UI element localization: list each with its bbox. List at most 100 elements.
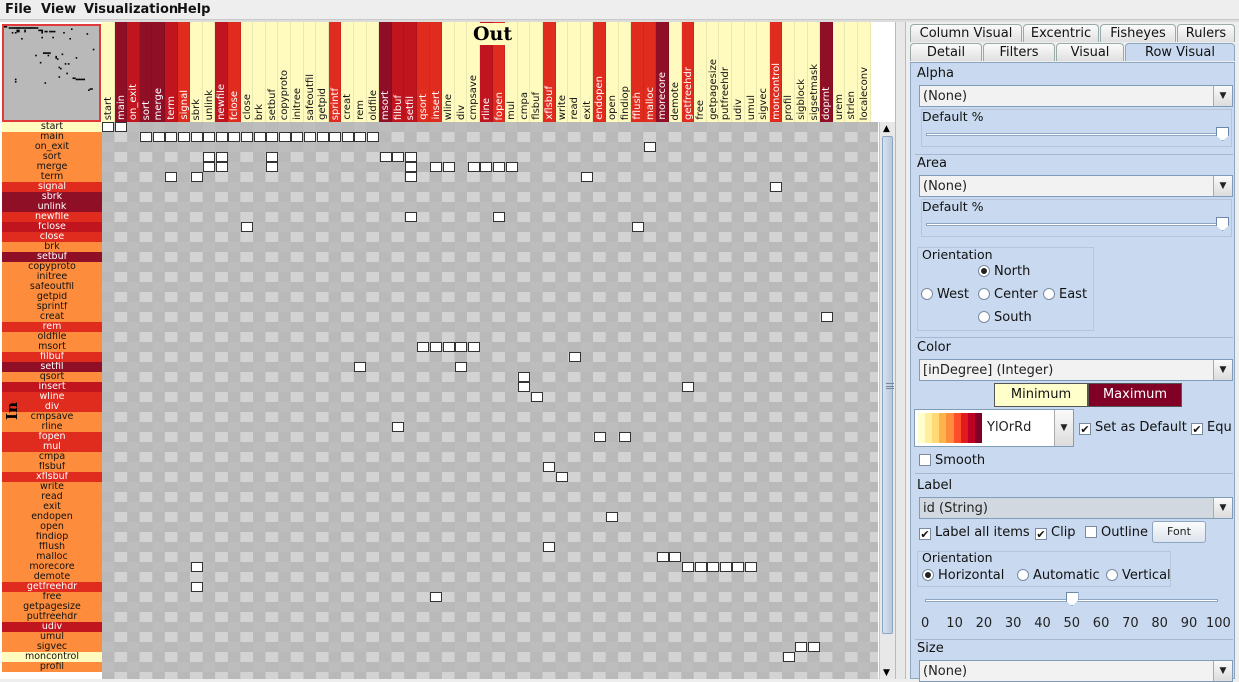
center-radio[interactable]: Center bbox=[978, 287, 1038, 302]
matrix-edge-cell[interactable] bbox=[392, 422, 405, 432]
row-header-cell[interactable]: sigvec bbox=[2, 642, 102, 652]
area-default-slider-knob[interactable] bbox=[1216, 217, 1229, 231]
matrix-edge-cell[interactable] bbox=[442, 162, 455, 172]
column-header-cell[interactable]: doprnt bbox=[820, 22, 833, 122]
matrix-edge-cell[interactable] bbox=[253, 132, 266, 142]
matrix-edge-cell[interactable] bbox=[266, 132, 279, 142]
palette-select[interactable]: YlOrRd ▼ bbox=[914, 409, 1074, 447]
equal-checkbox[interactable]: ✔ Equ bbox=[1191, 420, 1232, 435]
matrix-edge-cell[interactable] bbox=[455, 342, 468, 352]
tab-excentric[interactable]: Excentric bbox=[1023, 24, 1099, 42]
column-header-cell[interactable]: on_exit bbox=[127, 22, 140, 122]
row-header-cell[interactable]: flsbuf bbox=[2, 462, 102, 472]
matrix-edge-cell[interactable] bbox=[190, 172, 203, 182]
column-header-cell[interactable]: filbuf bbox=[391, 22, 405, 122]
column-header-cell[interactable]: sort bbox=[139, 22, 153, 122]
column-header-cell[interactable]: close bbox=[240, 22, 254, 122]
clip-checkbox[interactable]: ✔ Clip bbox=[1035, 525, 1076, 540]
matrix-edge-cell[interactable] bbox=[442, 342, 455, 352]
row-header-cell[interactable]: malloc bbox=[2, 552, 102, 562]
matrix-edge-cell[interactable] bbox=[215, 162, 228, 172]
row-header-cell[interactable]: initree bbox=[2, 272, 102, 282]
column-header-cell[interactable]: msort bbox=[379, 22, 392, 122]
row-header-cell[interactable]: newfile bbox=[2, 212, 102, 222]
column-header-cell[interactable]: getpid bbox=[316, 22, 329, 122]
outline-checkbox[interactable]: Outline bbox=[1085, 525, 1148, 540]
row-header-cell[interactable]: fflush bbox=[2, 542, 102, 552]
tab-filters[interactable]: Filters bbox=[983, 43, 1055, 61]
matrix-edge-cell[interactable] bbox=[203, 152, 216, 162]
alpha-default-slider-knob[interactable] bbox=[1216, 127, 1229, 141]
column-header-cell[interactable]: endopen bbox=[593, 22, 606, 122]
matrix-edge-cell[interactable] bbox=[404, 212, 417, 222]
matrix-edge-cell[interactable] bbox=[770, 182, 783, 192]
row-header-cell[interactable]: oldfile bbox=[2, 332, 102, 342]
row-header-cell[interactable]: xflsbuf bbox=[2, 472, 102, 482]
matrix-edge-cell[interactable] bbox=[681, 562, 694, 572]
row-header-cell[interactable]: getpagesize bbox=[2, 602, 102, 612]
matrix-edge-cell[interactable] bbox=[429, 162, 442, 172]
matrix-edge-cell[interactable] bbox=[114, 122, 127, 132]
matrix-edge-cell[interactable] bbox=[807, 642, 820, 652]
matrix-edge-cell[interactable] bbox=[354, 132, 367, 142]
matrix-edge-cell[interactable] bbox=[719, 562, 732, 572]
row-header-cell[interactable]: main bbox=[2, 132, 102, 142]
matrix-edge-cell[interactable] bbox=[152, 132, 165, 142]
matrix-edge-cell[interactable] bbox=[644, 142, 657, 152]
row-header-cell[interactable]: exit bbox=[2, 502, 102, 512]
column-header-cell[interactable]: exit bbox=[580, 22, 594, 122]
menu-view[interactable]: View bbox=[41, 2, 77, 17]
row-header-cell[interactable]: creat bbox=[2, 312, 102, 322]
smooth-checkbox[interactable]: Smooth bbox=[919, 453, 985, 468]
row-header-cell[interactable]: fopen bbox=[2, 432, 102, 442]
matrix-edge-cell[interactable] bbox=[782, 652, 795, 662]
column-header[interactable]: start main on_exit sort merge term signal sbrk u… bbox=[102, 22, 878, 122]
matrix-visualization[interactable]: start main on_exit sort merge term signal sbrk u… bbox=[0, 22, 895, 679]
matrix-edge-cell[interactable] bbox=[329, 132, 342, 142]
row-header-cell[interactable]: rem bbox=[2, 322, 102, 332]
matrix-edge-cell[interactable] bbox=[518, 372, 531, 382]
matrix-edge-cell[interactable] bbox=[190, 582, 203, 592]
matrix-edge-cell[interactable] bbox=[429, 592, 442, 602]
matrix-edge-cell[interactable] bbox=[215, 132, 228, 142]
matrix-edge-cell[interactable] bbox=[417, 342, 430, 352]
matrix-edge-cell[interactable] bbox=[820, 312, 833, 322]
matrix-edge-cell[interactable] bbox=[215, 152, 228, 162]
matrix-edge-cell[interactable] bbox=[543, 542, 556, 552]
column-header-cell[interactable]: rline bbox=[480, 22, 493, 122]
column-header-cell[interactable]: sbrk bbox=[190, 22, 203, 122]
matrix-edge-cell[interactable] bbox=[669, 552, 682, 562]
row-header-cell[interactable]: cmpsave bbox=[2, 412, 102, 422]
matrix-edge-cell[interactable] bbox=[467, 342, 480, 352]
row-header-cell[interactable]: udiv bbox=[2, 622, 102, 632]
color-select[interactable]: [inDegree] (Integer) ▼ bbox=[919, 359, 1233, 381]
tab-visual[interactable]: Visual bbox=[1056, 43, 1124, 61]
matrix-edge-cell[interactable] bbox=[404, 172, 417, 182]
column-header-cell[interactable]: sigblock bbox=[795, 22, 808, 122]
column-header-cell[interactable]: getpagesize bbox=[706, 22, 720, 122]
matrix-edge-cell[interactable] bbox=[404, 152, 417, 162]
row-header-cell[interactable]: close bbox=[2, 232, 102, 242]
column-header-cell[interactable]: morecore bbox=[656, 22, 669, 122]
row-header-cell[interactable]: filbuf bbox=[2, 352, 102, 362]
row-header-cell[interactable]: div bbox=[2, 402, 102, 412]
column-header-cell[interactable]: findiop bbox=[618, 22, 632, 122]
column-header-cell[interactable]: unlink bbox=[202, 22, 216, 122]
row-header-cell[interactable]: copyproto bbox=[2, 262, 102, 272]
matrix-edge-cell[interactable] bbox=[492, 162, 505, 172]
matrix-edge-cell[interactable] bbox=[240, 132, 253, 142]
row-header-cell[interactable]: open bbox=[2, 522, 102, 532]
matrix-edge-cell[interactable] bbox=[266, 152, 279, 162]
row-header-cell[interactable]: setfil bbox=[2, 362, 102, 372]
tab-fisheyes[interactable]: Fisheyes bbox=[1100, 24, 1176, 42]
row-header-cell[interactable]: cmpa bbox=[2, 452, 102, 462]
chevron-down-icon[interactable]: ▼ bbox=[1213, 661, 1232, 681]
matrix-edge-cell[interactable] bbox=[177, 132, 190, 142]
row-header-cell[interactable]: sbrk bbox=[2, 192, 102, 202]
column-header-cell[interactable]: strlen bbox=[845, 22, 858, 122]
matrix-edge-cell[interactable] bbox=[190, 562, 203, 572]
area-default-slider-track[interactable] bbox=[926, 223, 1222, 226]
matrix-edge-cell[interactable] bbox=[316, 132, 329, 142]
row-header-cell[interactable]: qsort bbox=[2, 372, 102, 382]
column-header-cell[interactable]: safeoutfil bbox=[303, 22, 317, 122]
